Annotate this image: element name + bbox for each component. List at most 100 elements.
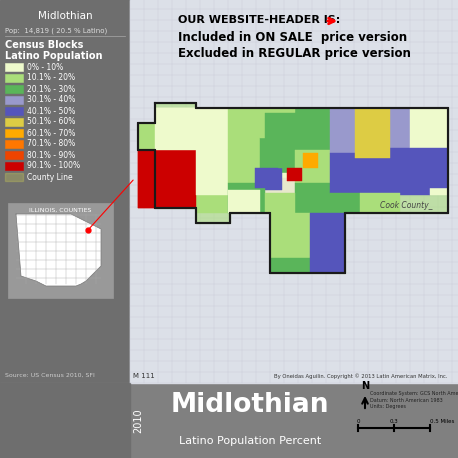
Bar [5, 74, 23, 82]
Bar [155, 108, 196, 150]
Bar [265, 193, 295, 213]
Bar [395, 173, 430, 195]
Bar [400, 150, 440, 173]
Bar [295, 113, 330, 150]
Text: 0.3: 0.3 [390, 419, 398, 424]
Bar [430, 173, 448, 195]
Bar [290, 170, 306, 180]
Bar [330, 173, 365, 195]
Bar [196, 195, 228, 213]
Bar [295, 195, 330, 213]
Bar [295, 213, 320, 243]
Bar [255, 150, 295, 173]
Bar [265, 113, 295, 150]
Text: OUR WEBSITE-HEADER IS:: OUR WEBSITE-HEADER IS: [178, 15, 340, 25]
Bar [228, 108, 268, 150]
Text: 30.1% - 40%: 30.1% - 40% [27, 96, 76, 104]
Bar [303, 153, 318, 168]
Bar [0, 383, 458, 458]
Bar [270, 213, 310, 273]
Bar [228, 150, 260, 173]
Bar [310, 213, 345, 258]
Bar [230, 178, 340, 210]
Bar [395, 150, 415, 173]
Bar [5, 118, 23, 126]
Bar [196, 108, 230, 150]
Bar [355, 133, 390, 158]
Bar [410, 108, 448, 150]
Bar [255, 168, 278, 188]
Bar [155, 108, 196, 123]
Bar [196, 108, 228, 195]
Bar [5, 173, 23, 181]
Bar [360, 150, 400, 173]
Bar [260, 138, 295, 168]
Bar [310, 258, 345, 273]
Bar [330, 193, 360, 213]
Bar [365, 173, 395, 195]
Bar [5, 63, 23, 71]
Text: Coordinate System: GCS North American 1983
Datum: North American 1983
Units: Deg: Coordinate System: GCS North American 19… [370, 391, 458, 409]
Bar [355, 108, 390, 133]
Bar [310, 213, 345, 258]
Bar [305, 135, 320, 148]
Bar [5, 162, 23, 170]
Bar [228, 150, 260, 183]
Bar [355, 180, 368, 193]
Bar [370, 128, 395, 150]
Bar [5, 173, 23, 181]
Bar [5, 85, 23, 93]
Bar [228, 183, 265, 213]
Bar [258, 168, 282, 190]
Text: Latino Population: Latino Population [5, 51, 103, 61]
Text: 40.1% - 50%: 40.1% - 50% [27, 107, 76, 115]
Bar [0, 0, 130, 383]
Bar [0, 0, 458, 100]
Text: Latino Population Percent: Latino Population Percent [179, 436, 321, 447]
Bar [228, 195, 255, 213]
Bar [395, 128, 415, 150]
Bar [330, 108, 370, 150]
Bar [5, 140, 23, 148]
Bar [138, 150, 196, 208]
Bar [228, 173, 255, 195]
Text: 50.1% - 60%: 50.1% - 60% [27, 118, 76, 126]
Text: ILLINOIS, COUNTIES: ILLINOIS, COUNTIES [29, 208, 91, 213]
Bar [370, 148, 410, 188]
Text: 80.1% - 90%: 80.1% - 90% [27, 151, 75, 159]
Bar [295, 150, 330, 183]
Bar [270, 258, 310, 273]
Bar [287, 168, 302, 181]
Bar [228, 108, 270, 150]
Bar [270, 213, 310, 258]
Text: 0% - 10%: 0% - 10% [27, 62, 63, 71]
Polygon shape [138, 103, 448, 273]
Bar [295, 108, 330, 150]
Bar [295, 173, 330, 195]
Text: Census Blocks: Census Blocks [5, 40, 83, 50]
Text: Cook County_: Cook County_ [380, 202, 432, 211]
Bar [270, 213, 295, 243]
Bar [295, 150, 330, 173]
Bar [330, 113, 370, 153]
Text: M 111: M 111 [133, 373, 155, 379]
Bar [330, 153, 370, 193]
Bar [338, 178, 355, 195]
Text: Midlothian: Midlothian [171, 393, 329, 419]
Text: 0: 0 [356, 419, 360, 424]
Bar [0, 383, 130, 458]
Text: N: N [361, 381, 369, 391]
Polygon shape [16, 214, 101, 286]
Bar [155, 108, 196, 150]
Bar [8, 203, 113, 298]
Bar [410, 148, 448, 188]
Bar [196, 150, 228, 195]
Bar [410, 108, 448, 148]
Bar [138, 150, 196, 208]
Bar [260, 173, 295, 195]
Text: Included in ON SALE  price version: Included in ON SALE price version [178, 31, 407, 44]
Bar [260, 108, 295, 138]
Bar [5, 151, 23, 159]
Text: 10.1% - 20%: 10.1% - 20% [27, 73, 75, 82]
Bar [5, 96, 23, 104]
